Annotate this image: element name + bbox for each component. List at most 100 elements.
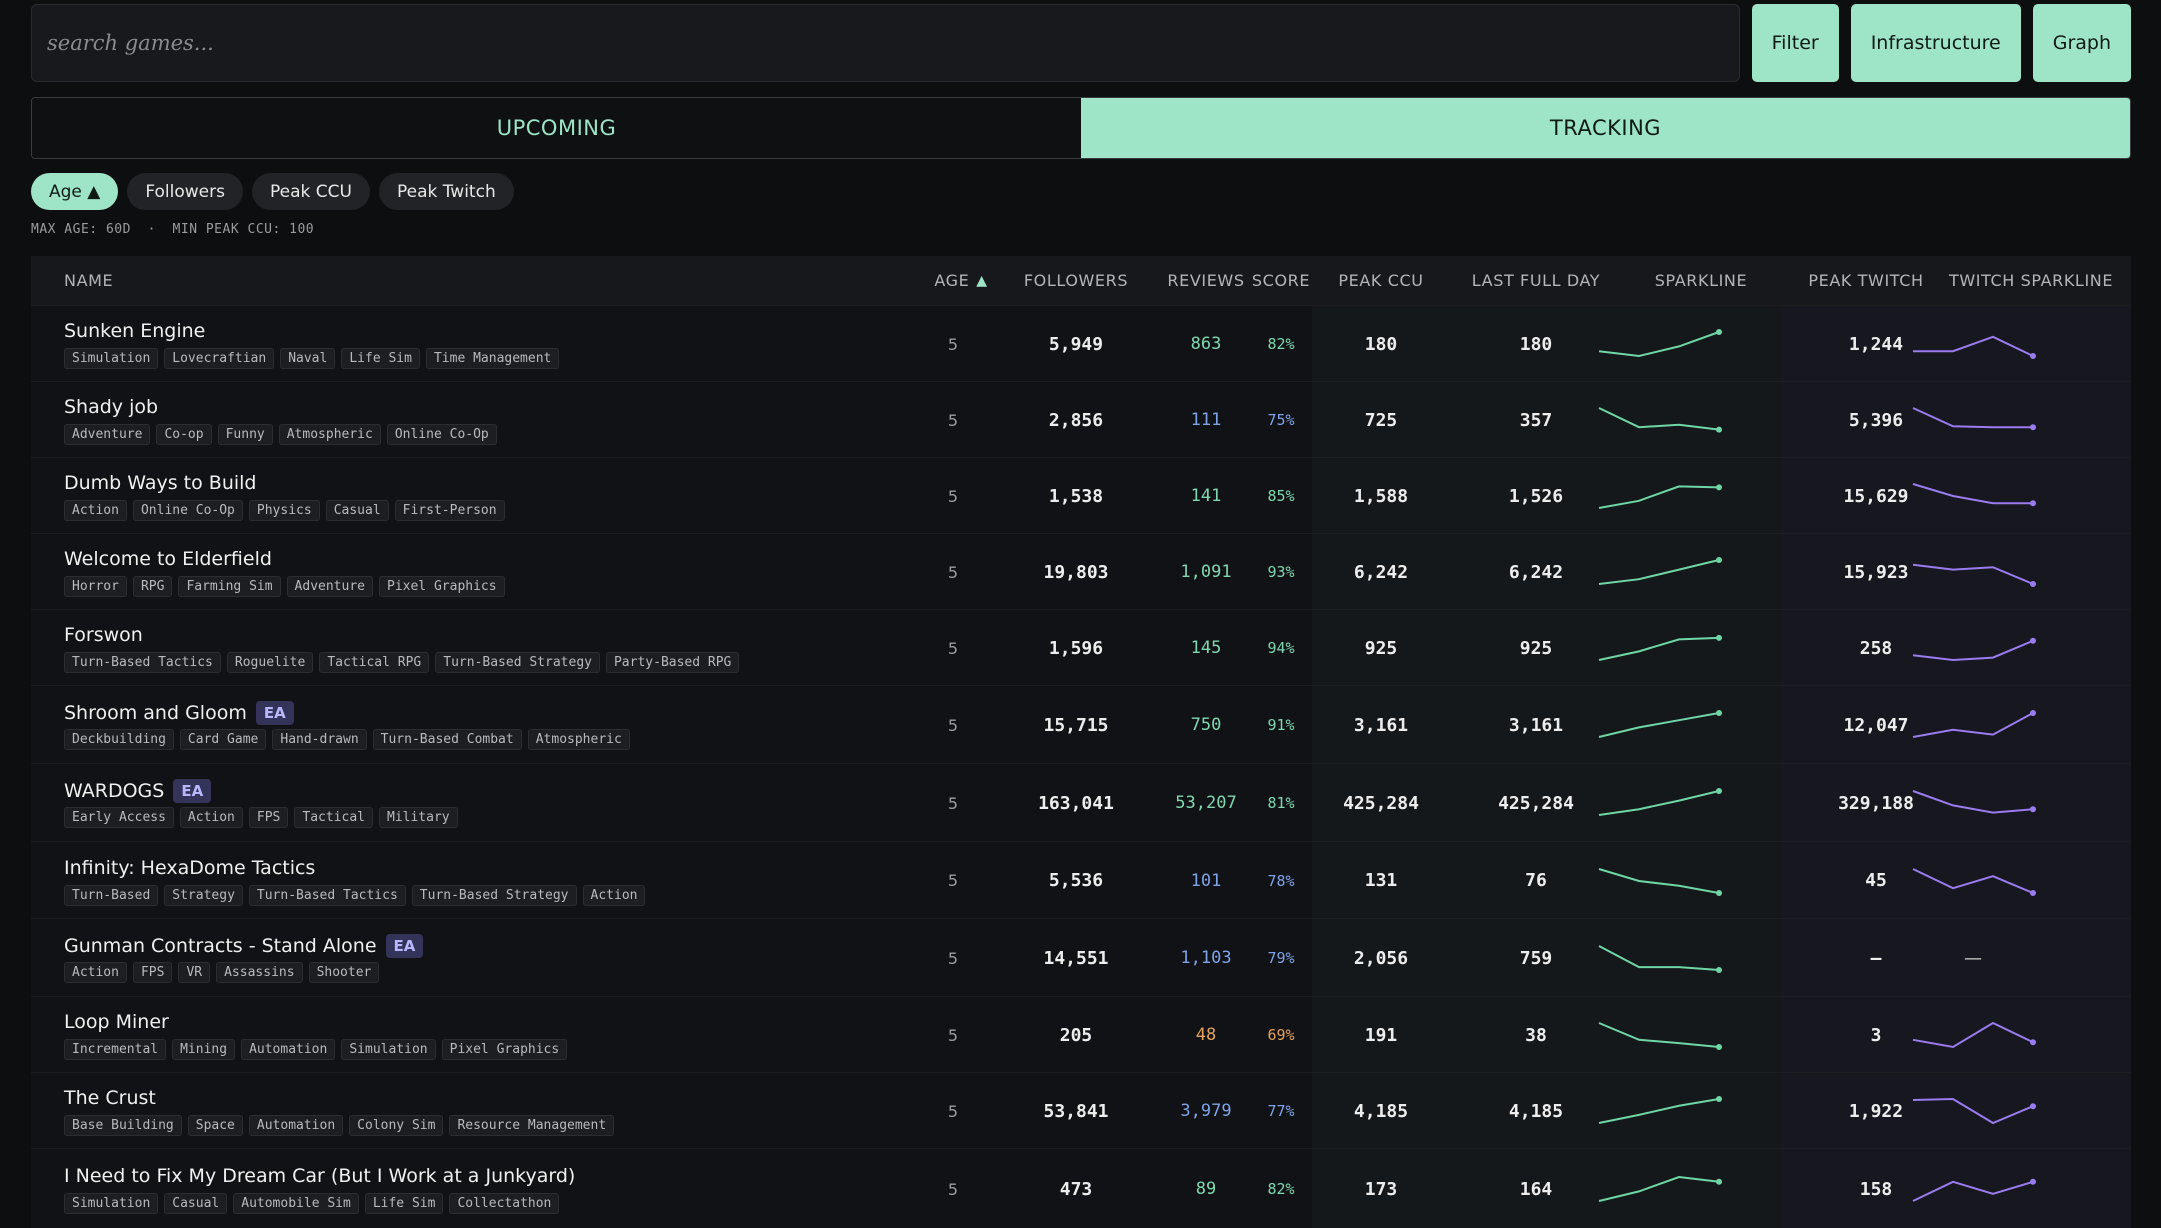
genre-tag: Hand-drawn <box>272 729 367 750</box>
game-name[interactable]: WARDOGS EA <box>64 779 212 803</box>
game-name[interactable]: Shady job <box>64 396 158 418</box>
twitch-sparkline-line <box>1912 867 2034 894</box>
game-name[interactable]: Sunken Engine <box>64 320 205 342</box>
col-header-followers[interactable]: FOLLOWERS <box>1023 271 1129 290</box>
ccu-sparkline-line <box>1598 407 1720 431</box>
search-input[interactable] <box>31 4 1740 82</box>
game-title[interactable]: Sunken Engine <box>64 320 206 342</box>
table-row[interactable]: Infinity: HexaDome Tactics Turn-Based Stra… <box>31 841 2131 918</box>
twitch-sparkline-endpoint <box>2030 889 2036 896</box>
genre-tag: Naval <box>280 348 336 369</box>
twitch-sparkline-line <box>1912 639 2034 662</box>
col-header-last-full-day[interactable]: LAST FULL DAY <box>1471 271 1601 290</box>
game-name[interactable]: I Need to Fix My Dream Car (But I Work a… <box>64 1165 575 1187</box>
table-row[interactable]: Dumb Ways to Build Action Online Co-Op Phys… <box>31 457 2131 533</box>
col-header-age[interactable]: AGE ▲ <box>906 256 1016 305</box>
tab-upcoming[interactable]: UPCOMING <box>32 98 1081 158</box>
peak-ccu-value: 180 <box>1364 333 1398 355</box>
sort-pill-peak-ccu[interactable]: Peak CCU <box>252 173 370 210</box>
col-header-peak-twitch[interactable]: PEAK TWITCH <box>1808 271 1924 290</box>
genre-tag: Time Management <box>425 348 560 369</box>
game-title[interactable]: Infinity: HexaDome Tactics <box>64 856 316 879</box>
ccu-sparkline-endpoint <box>1716 710 1722 716</box>
twitch-sparkline-line <box>1912 483 2033 505</box>
age-value: 5 <box>947 1179 959 1199</box>
game-title[interactable]: The Crust <box>64 1087 156 1109</box>
ccu-sparkline <box>1598 1175 1722 1202</box>
game-title[interactable]: WARDOGS <box>64 780 165 802</box>
ccu-sparkline <box>1598 557 1722 585</box>
sort-pill-age[interactable]: Age ▲ <box>31 173 119 210</box>
genre-tag: Automation <box>241 1039 336 1060</box>
genre-tag: Base Building <box>64 1115 182 1136</box>
genre-tag: Action <box>582 884 646 906</box>
twitch-sparkline-line <box>1912 1097 2034 1125</box>
ccu-sparkline-endpoint <box>1716 557 1722 563</box>
table-row[interactable]: Shroom and Gloom EA Deckbuilding Card Game H… <box>31 685 2131 763</box>
genre-tag: Adventure <box>64 424 151 445</box>
game-title[interactable]: Shady job <box>64 396 159 418</box>
game-name[interactable]: Loop Miner <box>64 1011 169 1033</box>
ccu-sparkline-endpoint <box>1716 426 1722 433</box>
table-row[interactable]: Loop Miner Incremental Mining Automation Sim… <box>31 996 2131 1072</box>
table-row[interactable]: Gunman Contracts - Stand Alone EA Action FP… <box>31 918 2131 996</box>
tag-list: Base Building Space Automation Colony Sim Re… <box>64 1115 615 1136</box>
game-title[interactable]: Dumb Ways to Build <box>64 472 257 494</box>
table-row[interactable]: Sunken Engine Simulation Lovecraftian Naval… <box>31 305 2131 381</box>
game-name[interactable]: Welcome to Elderfield <box>64 548 272 570</box>
table-row[interactable]: Forswon Turn-Based Tactics Roguelite Tactic… <box>31 609 2131 685</box>
age-value: 5 <box>947 793 959 813</box>
game-name[interactable]: Shroom and Gloom EA <box>64 701 294 725</box>
sort-pills: Age ▲ Followers Peak CCU Peak Twitch <box>31 173 514 210</box>
genre-tag: Physics <box>248 500 320 521</box>
ccu-sparkline-endpoint <box>1716 788 1722 794</box>
game-title[interactable]: I Need to Fix My Dream Car (But I Work a… <box>64 1165 576 1187</box>
sort-pill-followers[interactable]: Followers <box>127 173 243 210</box>
sort-pill-peak-twitch[interactable]: Peak Twitch <box>378 173 514 210</box>
col-header-peak-ccu[interactable]: PEAK CCU <box>1338 271 1424 290</box>
game-title[interactable]: Gunman Contracts - Stand Alone <box>64 935 377 957</box>
twitch-sparkline-line <box>1913 335 2034 357</box>
genre-tag: Pixel Graphics <box>441 1039 568 1060</box>
game-name[interactable]: Forswon <box>64 624 143 646</box>
table-row[interactable]: The Crust Base Building Space Automation Col… <box>31 1072 2131 1148</box>
tag-list: Turn-Based Strategy Turn-Based Tactics Turn… <box>64 884 646 906</box>
table-row[interactable]: I Need to Fix My Dream Car (But I Work a… <box>31 1148 2131 1228</box>
peak-ccu-value: 6,242 <box>1353 561 1409 583</box>
col-header-score[interactable]: SCORE <box>1251 271 1311 290</box>
tab-tracking[interactable]: TRACKING <box>1081 98 2130 158</box>
age-value: 5 <box>947 486 959 506</box>
followers-value: 53,841 <box>1043 1100 1109 1122</box>
filter-button[interactable]: Filter <box>1751 4 1839 82</box>
genre-tag: Atmospheric <box>278 424 381 445</box>
peak-ccu-value: 191 <box>1364 1024 1398 1046</box>
game-name[interactable]: Dumb Ways to Build <box>64 472 257 494</box>
twitch-sparkline <box>1912 1178 2036 1202</box>
table-row[interactable]: Welcome to Elderfield Horror RPG Farming Si… <box>31 533 2131 609</box>
game-title[interactable]: Forswon <box>64 624 143 646</box>
age-value: 5 <box>947 638 959 658</box>
twitch-sparkline <box>1912 710 2036 738</box>
col-header-reviews[interactable]: REVIEWS <box>1167 271 1245 290</box>
infrastructure-button[interactable]: Infrastructure <box>1850 4 2021 82</box>
game-name[interactable]: The Crust <box>64 1087 156 1109</box>
ccu-sparkline-line <box>1598 1098 1720 1124</box>
peak-ccu-value: 2,056 <box>1353 947 1409 969</box>
game-title[interactable]: Shroom and Gloom <box>64 702 247 724</box>
graph-button[interactable]: Graph <box>2032 4 2131 82</box>
genre-tag: Co-op <box>156 424 212 445</box>
reviews-value: 48 <box>1195 1025 1217 1045</box>
twitch-sparkline <box>1912 407 2036 431</box>
game-title[interactable]: Welcome to Elderfield <box>64 548 272 570</box>
ccu-sparkline-line <box>1598 712 1720 738</box>
top-bar: Filter Infrastructure Graph <box>31 4 2131 82</box>
col-header-name[interactable]: NAME <box>64 271 114 290</box>
table-row[interactable]: WARDOGS EA Early Access Action FPS Tactical Mi… <box>31 763 2131 841</box>
table-row[interactable]: Shady job Adventure Co-op Funny Atmospheric O… <box>31 381 2131 457</box>
games-table: NAME AGE ▲ FOLLOWERS REVIEWS SCORE PEAK … <box>31 256 2131 1228</box>
game-title[interactable]: Loop Miner <box>64 1011 169 1033</box>
game-name[interactable]: Gunman Contracts - Stand Alone EA <box>64 934 424 958</box>
ccu-sparkline-line <box>1598 485 1720 509</box>
col-header-age-label: AGE <box>934 271 970 290</box>
game-name[interactable]: Infinity: HexaDome Tactics <box>64 857 315 879</box>
